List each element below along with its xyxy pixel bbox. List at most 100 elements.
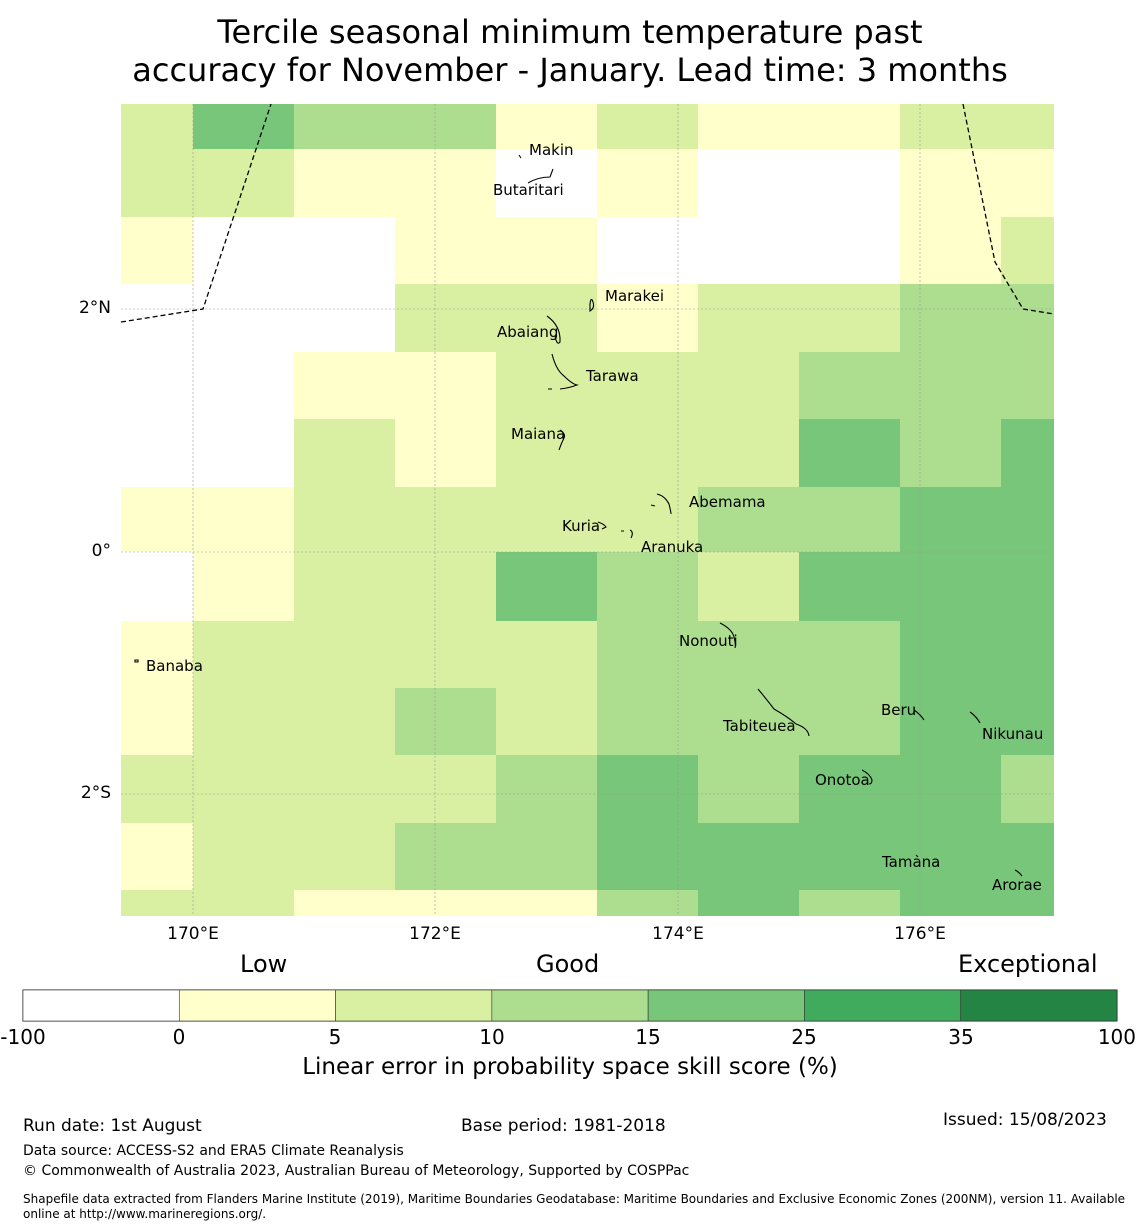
grid-cell	[193, 419, 294, 487]
grid-cell	[900, 688, 1001, 755]
eez-boundary-east	[962, 103, 1055, 315]
chart-title-line-2: accuracy for November - January. Lead ti…	[132, 51, 1008, 89]
grid-cell	[496, 621, 597, 688]
grid-cell	[597, 688, 698, 755]
grid-cell	[698, 487, 799, 552]
grid-cell	[597, 621, 698, 688]
grid-cell	[1001, 688, 1054, 755]
colorbar-segment	[178, 989, 336, 1022]
grid-cell	[799, 217, 900, 284]
grid-cell	[900, 104, 1001, 149]
colorbar-segment	[804, 989, 962, 1022]
lon-label-174e: 174°E	[652, 924, 704, 944]
grid-cell	[193, 487, 294, 552]
grid-cell	[799, 755, 900, 823]
island-kuria	[597, 521, 624, 532]
lat-label-0: 0°	[91, 541, 111, 561]
grid-cell	[496, 688, 597, 755]
grid-cell	[597, 149, 698, 217]
chart-title-line-1: Tercile seasonal minimum temperature pas…	[217, 13, 923, 51]
grid-cell	[294, 217, 395, 284]
skill-grid	[121, 104, 1054, 916]
place-label-abemama: Abemama	[689, 493, 766, 511]
island-banaba	[134, 659, 139, 663]
island-tamana	[915, 854, 919, 858]
grid-cell	[900, 487, 1001, 552]
grid-cell	[395, 890, 496, 916]
grid-cell	[294, 755, 395, 823]
eez-boundary-west	[120, 103, 272, 323]
grid-cell	[799, 487, 900, 552]
grid-cell	[193, 149, 294, 217]
grid-cell	[698, 755, 799, 823]
grid-cell	[1001, 621, 1054, 688]
grid-cell	[698, 823, 799, 890]
island-maiana	[558, 429, 566, 451]
grid-cell	[395, 284, 496, 352]
grid-cell	[496, 755, 597, 823]
shapefile-credit-line-2: online at http://www.marineregions.org/.	[23, 1207, 267, 1221]
grid-cell	[1001, 552, 1054, 621]
grid-cell	[496, 217, 597, 284]
place-label-banaba: Banaba	[146, 657, 203, 675]
colorbar-segment	[647, 989, 805, 1022]
grid-cell	[121, 149, 193, 217]
colorbar-segment	[960, 989, 1118, 1022]
grid-cell	[900, 621, 1001, 688]
grid-cell	[193, 552, 294, 621]
grid-cell	[496, 104, 597, 149]
grid-cell	[496, 419, 597, 487]
grid-cell	[597, 104, 698, 149]
grid-cell	[1001, 104, 1054, 149]
grid-cell	[900, 284, 1001, 352]
grid-cell	[698, 688, 799, 755]
grid-cell	[121, 284, 193, 352]
grid-cell	[395, 217, 496, 284]
grid-cell	[496, 890, 597, 916]
place-label-marakei: Marakei	[605, 287, 665, 305]
grid-cell	[121, 419, 193, 487]
grid-cell	[193, 823, 294, 890]
grid-cell	[496, 352, 597, 419]
island-tabiteuea	[757, 688, 810, 737]
grid-cell	[698, 284, 799, 352]
lon-label-172e: 172°E	[409, 924, 461, 944]
grid-cell	[294, 688, 395, 755]
grid-cell	[395, 104, 496, 149]
grid-cell	[799, 890, 900, 916]
colorbar-tick: 0	[172, 1025, 186, 1049]
grid-cell	[900, 419, 1001, 487]
run-date: Run date: 1st August	[23, 1116, 202, 1136]
grid-cell	[121, 755, 193, 823]
grid-cell	[294, 419, 395, 487]
base-period: Base period: 1981-2018	[461, 1116, 666, 1136]
colorbar-segment	[335, 989, 493, 1022]
colorbar-tick: 25	[791, 1025, 817, 1049]
grid-cell	[121, 621, 193, 688]
grid-cell	[395, 352, 496, 419]
grid-cell	[597, 217, 698, 284]
grid-cell	[799, 352, 900, 419]
island-marakei	[589, 298, 595, 312]
grid-cell	[294, 149, 395, 217]
grid-cell	[799, 284, 900, 352]
grid-cell	[698, 890, 799, 916]
grid-cell	[799, 823, 900, 890]
grid-cell	[294, 352, 395, 419]
grid-cell	[597, 352, 698, 419]
island-makin	[518, 154, 522, 159]
place-label-tabiteuea: Tabiteuea	[723, 717, 796, 735]
colorbar-segment	[491, 989, 649, 1022]
grid-cell	[698, 621, 799, 688]
grid-cell	[1001, 217, 1054, 284]
grid-cell	[698, 149, 799, 217]
grid-cell	[799, 104, 900, 149]
rating-label-exceptional: Exceptional	[958, 950, 1098, 978]
grid-cell	[698, 217, 799, 284]
grid-cell	[193, 104, 294, 149]
grid-cell	[698, 352, 799, 419]
grid-cell	[496, 284, 597, 352]
grid-cell	[597, 823, 698, 890]
grid-cell	[597, 755, 698, 823]
place-label-nikunau: Nikunau	[982, 725, 1044, 743]
